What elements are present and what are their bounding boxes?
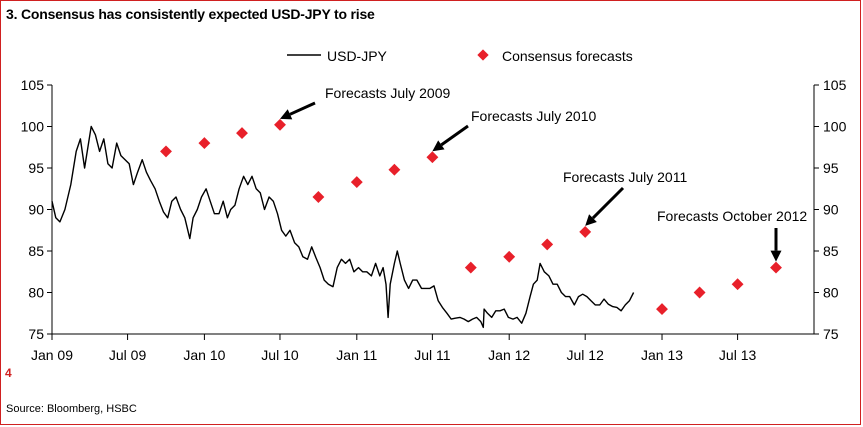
axes: 105 105 100 100 95 95 90 90 85 85 80 80 75 75 Jan 09 Ju… (21, 77, 847, 363)
x-tick-label: Jul 11 (414, 347, 451, 363)
y-tick-label-left: 85 (28, 243, 44, 259)
annotations: Forecasts July 2009 Forecasts July 2010 Fo… (279, 85, 807, 262)
y-tick-label-right: 90 (823, 202, 839, 218)
forecast-marker (731, 278, 744, 291)
x-tick-label: Jan 10 (183, 347, 225, 363)
x-tick-label: Jan 13 (641, 347, 683, 363)
forecast-marker (198, 137, 211, 150)
legend-diamond-swatch (477, 49, 489, 61)
x-tick-label: Jan 11 (336, 347, 377, 363)
x-tick-label: Jan 12 (488, 347, 530, 363)
y-tick-label-left: 105 (21, 77, 45, 93)
y-tick-label-left: 75 (28, 326, 44, 342)
forecast-marker (426, 151, 439, 164)
forecast-marker (656, 303, 668, 316)
annotation-arrow-shaft (591, 186, 625, 220)
y-tick-label-right: 105 (823, 77, 847, 93)
legend: USD-JPY Consensus forecasts (287, 48, 633, 64)
y-tick-label-left: 95 (28, 160, 44, 176)
annotation-arrow-head (770, 250, 782, 262)
annotation-label: Forecasts July 2011 (563, 169, 687, 185)
y-tick-label-right: 80 (823, 285, 839, 301)
annotation-arrow-head (432, 140, 445, 152)
forecast-marker (388, 163, 401, 176)
y-tick-label-left: 100 (21, 119, 45, 135)
x-tick-label: Jul 13 (719, 347, 757, 363)
forecast-marker (693, 286, 706, 299)
x-tick-label: Jul 09 (109, 347, 147, 363)
forecast-marker (160, 145, 172, 158)
annotation-arrow-head (585, 214, 597, 226)
forecast-marker (503, 250, 516, 263)
forecast-marker (541, 238, 554, 251)
y-tick-label-right: 95 (823, 160, 839, 176)
forecast-marker (770, 261, 782, 274)
source-note: Source: Bloomberg, HSBC (6, 403, 137, 415)
annotation-label: Forecasts October 2012 (657, 208, 807, 224)
annotation-label: Forecasts July 2009 (325, 85, 450, 101)
x-tick-label: Jan 09 (31, 347, 73, 363)
page-number: 4 (5, 366, 12, 380)
forecast-marker (464, 261, 477, 274)
forecast-marker (236, 127, 248, 140)
chart-title: 3. Consensus has consistently expected U… (6, 6, 375, 22)
forecast-marker (579, 225, 592, 238)
x-tick-label: Jul 12 (567, 347, 605, 363)
y-tick-label-left: 80 (28, 285, 44, 301)
annotation-arrow-shaft (289, 101, 316, 116)
y-tick-label-right: 75 (823, 326, 839, 342)
usdjpy-line (51, 125, 635, 329)
legend-label-usdjpy: USD-JPY (327, 48, 388, 64)
annotation-arrow-head (279, 109, 293, 120)
annotation-label: Forecasts July 2010 (471, 108, 596, 124)
forecast-marker (274, 118, 286, 131)
series-usdjpy (51, 125, 635, 329)
forecast-marker (350, 176, 363, 189)
y-tick-label-right: 100 (823, 119, 847, 135)
forecast-marker (312, 191, 325, 203)
legend-label-forecasts: Consensus forecasts (502, 48, 633, 64)
x-tick-label: Jul 10 (261, 347, 299, 363)
y-tick-label-left: 90 (28, 202, 44, 218)
y-tick-label-right: 85 (823, 243, 839, 259)
annotation-arrow-shaft (440, 124, 469, 147)
